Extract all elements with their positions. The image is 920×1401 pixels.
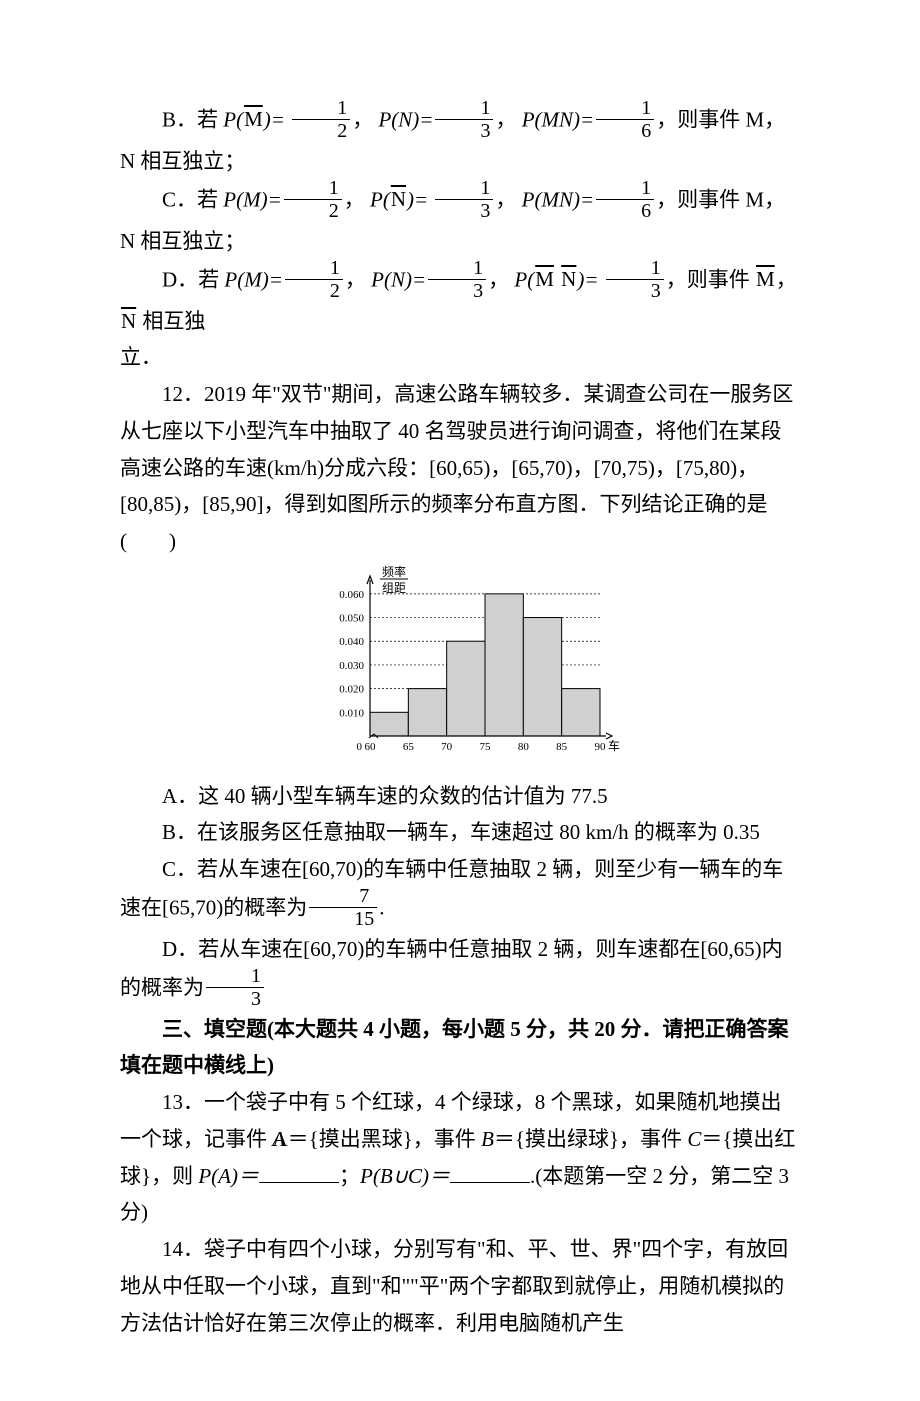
svg-text:90: 90: [595, 741, 607, 753]
q12-option-a: A．这 40 辆小型车辆车速的众数的估计值为 77.5: [120, 778, 800, 815]
p-n: P(N)=: [371, 267, 426, 291]
fraction: 715: [309, 886, 377, 929]
section-3-heading: 三、填空题(本大题共 4 小题，每小题 5 分，共 20 分．请把正确答案填在题…: [120, 1011, 800, 1085]
sep: ；: [339, 1164, 360, 1188]
fraction: 12: [292, 98, 350, 141]
fraction: 13: [428, 258, 486, 301]
text: C．若从车速在[60,70)的车辆中任意抽取 2 辆，则至少有一辆车的车速在[6…: [120, 857, 783, 919]
pa: P(A)＝: [198, 1164, 259, 1188]
event-c: C: [687, 1127, 701, 1151]
svg-text:0.060: 0.060: [339, 589, 364, 601]
svg-text:60: 60: [365, 741, 377, 753]
svg-text:0.040: 0.040: [339, 636, 364, 648]
p-m: P(M)=: [223, 187, 281, 211]
q11-option-d: D．若 P(M)=12， P(N)=13， P(M N)= 13，则事件 M， …: [120, 260, 800, 340]
q12-stem: 12．2019 年"双节"期间，高速公路车辆较多．某调查公司在一服务区从七座以下…: [120, 376, 800, 560]
q11-option-d-cont: 立．: [120, 339, 800, 376]
p-mbar: P(M)=: [223, 107, 290, 131]
sep: ，: [488, 267, 509, 291]
q13: 13．一个袋子中有 5 个红球，4 个绿球，8 个黑球，如果随机地摸出一个球，记…: [120, 1084, 800, 1231]
page-container: B．若 P(M)= 12， P(N)=13， P(MN)=16，则事件 M，N …: [0, 0, 920, 1401]
tail: 相互独: [137, 309, 205, 333]
svg-text:0.030: 0.030: [339, 660, 364, 672]
text: B．若: [162, 107, 223, 131]
text: ＝{摸出绿球}，事件: [494, 1127, 687, 1151]
svg-text:车速 (km/h): 车速 (km/h): [608, 738, 620, 753]
sep: ，: [776, 267, 797, 291]
fraction: 16: [596, 98, 654, 141]
p-mn: P(MN)=: [522, 187, 595, 211]
sep: ，: [495, 187, 516, 211]
svg-text:组距: 组距: [382, 581, 406, 595]
svg-text:0.020: 0.020: [339, 683, 364, 695]
q14: 14．袋子中有四个小球，分别写有"和、平、世、界"四个字，有放回地从中任取一个小…: [120, 1231, 800, 1341]
p-nbar: P(N)=: [370, 187, 433, 211]
fraction: 16: [596, 178, 654, 221]
svg-text:80: 80: [518, 741, 530, 753]
p-n: P(N)=: [378, 107, 433, 131]
svg-text:0.010: 0.010: [339, 707, 364, 719]
text: A＝{摸出黑球}，事件: [272, 1127, 481, 1151]
pbc: P(B∪C)＝: [360, 1164, 450, 1188]
text: C．若: [162, 187, 223, 211]
sep: ，: [352, 107, 373, 131]
q12-option-c: C．若从车速在[60,70)的车辆中任意抽取 2 辆，则至少有一辆车的车速在[6…: [120, 851, 800, 931]
histogram-chart: 频率组距 0.010 0.020 0.030 0.040 0.050 0.060 060 65 7…: [120, 564, 800, 776]
p-m: P(M)=: [224, 267, 282, 291]
blank-1: [259, 1158, 339, 1182]
svg-text:0.050: 0.050: [339, 612, 364, 624]
svg-text:85: 85: [556, 741, 568, 753]
event-b: B: [481, 1127, 494, 1151]
p-mbarnbar: P(M N)=: [514, 267, 603, 291]
fraction: 13: [206, 966, 264, 1009]
p-mn: P(MN)=: [522, 107, 595, 131]
mbar: M: [755, 267, 776, 291]
fraction: 13: [435, 178, 493, 221]
sep: ，: [345, 267, 366, 291]
sep: ，: [344, 187, 365, 211]
text: D．若: [162, 267, 224, 291]
q11-option-c: C．若 P(M)=12， P(N)= 13， P(MN)=16，则事件 M，N …: [120, 180, 800, 260]
svg-text:75: 75: [480, 741, 492, 753]
q12-option-b: B．在该服务区任意抽取一辆车，车速超过 80 km/h 的概率为 0.35: [120, 814, 800, 851]
q12-option-d: D．若从车速在[60,70)的车辆中任意抽取 2 辆，则车速都在[60,65)内…: [120, 931, 800, 1011]
q11-option-b: B．若 P(M)= 12， P(N)=13， P(MN)=16，则事件 M，N …: [120, 100, 800, 180]
tail: .: [379, 895, 384, 919]
svg-text:70: 70: [441, 741, 453, 753]
fraction: 13: [435, 98, 493, 141]
sep: ，: [495, 107, 516, 131]
histogram-svg: 频率组距 0.010 0.020 0.030 0.040 0.050 0.060 060 65 7…: [300, 564, 620, 764]
svg-text:65: 65: [403, 741, 415, 753]
svg-text:0: 0: [357, 741, 363, 753]
heading-text: 三、填空题(本大题共 4 小题，每小题 5 分，共 20 分．请把正确答案填在题…: [120, 1017, 789, 1078]
fraction: 13: [606, 258, 664, 301]
nbar: N: [120, 309, 137, 333]
fraction: 12: [284, 178, 342, 221]
fraction: 12: [285, 258, 343, 301]
tail: ，则事件: [666, 267, 755, 291]
svg-text:频率: 频率: [382, 564, 406, 579]
blank-2: [450, 1158, 530, 1182]
